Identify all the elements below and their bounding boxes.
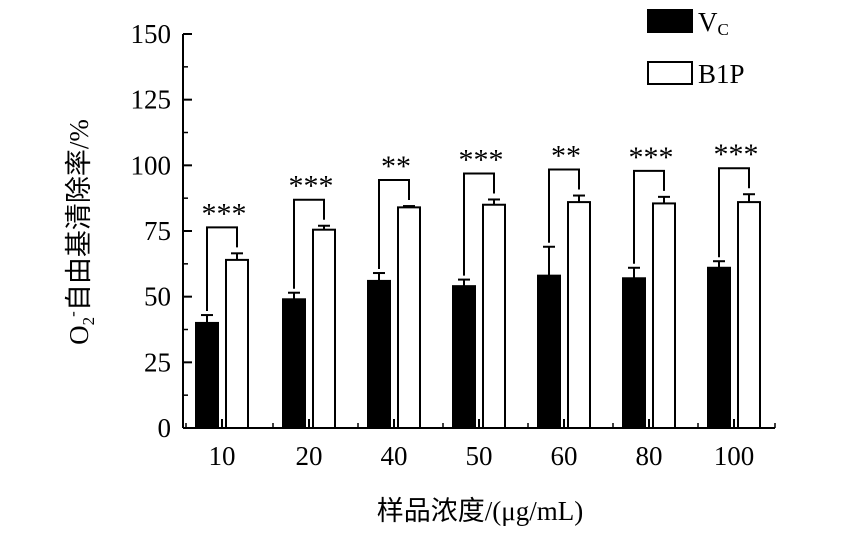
x-tick-label: 50 xyxy=(466,441,493,471)
bar-vc xyxy=(195,321,219,429)
y-tick-label: 0 xyxy=(158,413,172,443)
bar-b1p xyxy=(225,258,249,430)
legend-swatch-vc xyxy=(647,9,693,33)
bar-vc xyxy=(537,274,561,429)
bar-b1p xyxy=(567,201,591,429)
x-tick-label: 20 xyxy=(296,441,323,471)
x-tick-label: 80 xyxy=(636,441,663,471)
bar-b1p xyxy=(397,206,421,429)
significance-stars: ** xyxy=(551,140,581,173)
significance-bracket xyxy=(293,198,325,289)
significance-bracket xyxy=(718,167,750,258)
legend-label-b1p: B1P xyxy=(698,59,745,89)
significance-stars: *** xyxy=(289,170,334,203)
bar-b1p xyxy=(652,202,676,429)
significance-bracket xyxy=(463,172,495,276)
y-axis-title: O2-自由基清除率/% xyxy=(63,119,98,345)
x-tick-label: 10 xyxy=(209,441,236,471)
bar-b1p xyxy=(482,203,506,429)
bars xyxy=(195,193,761,430)
y-tick-label: 25 xyxy=(144,347,171,377)
significance-bracket xyxy=(633,169,665,264)
bar-vc xyxy=(282,298,306,429)
significance-brackets: ******** *** ** *** *** xyxy=(202,138,759,312)
significance-stars: ** xyxy=(381,150,411,183)
legend: VC B1P xyxy=(647,7,745,89)
significance-stars: *** xyxy=(202,197,247,230)
bar-vc xyxy=(452,285,476,429)
x-axis-title: 样品浓度/(μg/mL) xyxy=(377,496,583,526)
y-tick-label: 100 xyxy=(131,150,172,180)
x-tick-label: 40 xyxy=(381,441,408,471)
bar-b1p xyxy=(312,228,336,429)
bar-vc xyxy=(707,266,731,430)
significance-bracket xyxy=(206,226,238,312)
y-tick-label: 125 xyxy=(131,85,172,115)
bar-vc xyxy=(367,279,391,430)
x-tick-label: 100 xyxy=(714,441,755,471)
x-tick-label: 60 xyxy=(551,441,578,471)
y-tick-label: 50 xyxy=(144,282,171,312)
significance-bracket xyxy=(548,168,580,243)
legend-swatch-b1p xyxy=(647,61,693,85)
legend-label-vc: VC xyxy=(698,7,729,39)
significance-stars: *** xyxy=(459,143,504,176)
significance-stars: *** xyxy=(714,138,759,171)
bar-b1p xyxy=(737,201,761,429)
bar-vc xyxy=(622,277,646,429)
axes: 0 25 50 75 100 125 150 10 20 40 50 60 80 100 xyxy=(131,19,776,471)
significance-bracket xyxy=(378,179,410,270)
y-tick-label: 150 xyxy=(131,19,172,49)
y-tick-label: 75 xyxy=(144,216,171,246)
significance-stars: *** xyxy=(629,141,674,174)
